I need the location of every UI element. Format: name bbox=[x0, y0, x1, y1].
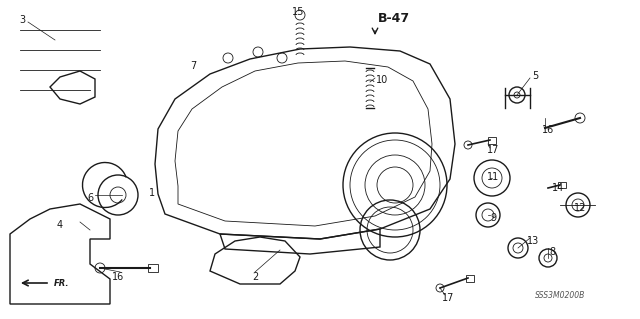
Text: 16: 16 bbox=[112, 272, 124, 282]
Text: FR.: FR. bbox=[54, 278, 70, 287]
Bar bbox=[488, 137, 496, 144]
Text: 13: 13 bbox=[527, 236, 539, 246]
Text: 10: 10 bbox=[376, 75, 388, 85]
Text: 16: 16 bbox=[542, 125, 554, 135]
Text: 15: 15 bbox=[292, 7, 304, 17]
Text: 8: 8 bbox=[549, 247, 555, 257]
Text: 9: 9 bbox=[490, 213, 496, 223]
Text: 1: 1 bbox=[149, 188, 155, 198]
Text: 2: 2 bbox=[252, 272, 258, 282]
Text: 12: 12 bbox=[574, 203, 586, 213]
Text: 14: 14 bbox=[552, 183, 564, 193]
Text: 17: 17 bbox=[442, 293, 454, 303]
Text: 6: 6 bbox=[87, 193, 93, 203]
Text: 11: 11 bbox=[487, 172, 499, 182]
Bar bbox=[558, 182, 566, 188]
Text: SSS3M0200B: SSS3M0200B bbox=[535, 291, 585, 300]
Text: 7: 7 bbox=[190, 61, 196, 71]
Text: 5: 5 bbox=[532, 71, 538, 81]
Text: 3: 3 bbox=[19, 15, 25, 25]
Text: 4: 4 bbox=[57, 220, 63, 230]
Bar bbox=[148, 264, 158, 272]
Text: 17: 17 bbox=[487, 145, 499, 155]
Text: B-47: B-47 bbox=[378, 11, 410, 25]
Bar bbox=[466, 275, 474, 282]
